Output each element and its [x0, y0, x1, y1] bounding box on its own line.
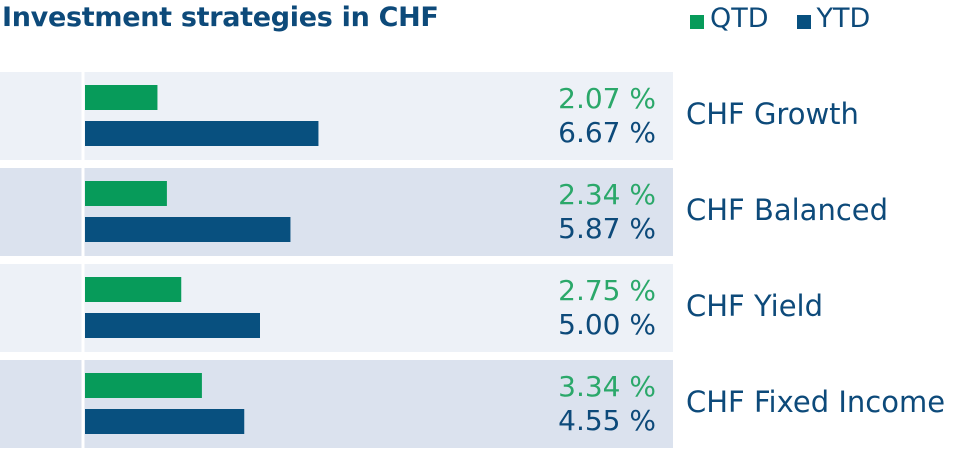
- bar-qtd: [85, 85, 158, 110]
- chart-title: Investment strategies in CHF: [2, 2, 439, 33]
- category-label: CHF Growth: [686, 97, 859, 131]
- bar-qtd: [85, 181, 167, 206]
- bar-qtd: [85, 277, 182, 302]
- data-label-qtd: 2.07 %: [558, 82, 656, 115]
- legend-label-qtd: QTD: [710, 3, 769, 34]
- bar-ytd: [85, 409, 245, 434]
- category-label: CHF Yield: [686, 289, 823, 323]
- legend-item-ytd: YTD: [796, 3, 871, 34]
- chart-legend: QTD YTD: [690, 3, 898, 34]
- row-separator: [0, 160, 673, 168]
- data-label-qtd: 2.75 %: [558, 274, 656, 307]
- legend-swatch-ytd: [796, 14, 811, 29]
- data-label-ytd: 6.67 %: [558, 116, 656, 149]
- row-separator: [0, 352, 673, 360]
- legend-label-ytd: YTD: [816, 3, 871, 34]
- bar-ytd: [85, 217, 291, 242]
- data-label-ytd: 4.55 %: [558, 404, 656, 437]
- bar-ytd: [85, 121, 319, 146]
- legend-swatch-qtd: [690, 14, 704, 29]
- category-label: CHF Balanced: [686, 193, 888, 227]
- bar-qtd: [85, 373, 202, 398]
- legend-item-qtd: QTD: [690, 3, 769, 34]
- bar-ytd: [85, 313, 260, 338]
- data-label-qtd: 2.34 %: [558, 178, 656, 211]
- category-label: CHF Fixed Income: [686, 385, 945, 419]
- data-label-ytd: 5.00 %: [558, 308, 656, 341]
- data-label-qtd: 3.34 %: [558, 370, 656, 403]
- data-label-ytd: 5.87 %: [558, 212, 656, 245]
- row-separator: [0, 256, 673, 264]
